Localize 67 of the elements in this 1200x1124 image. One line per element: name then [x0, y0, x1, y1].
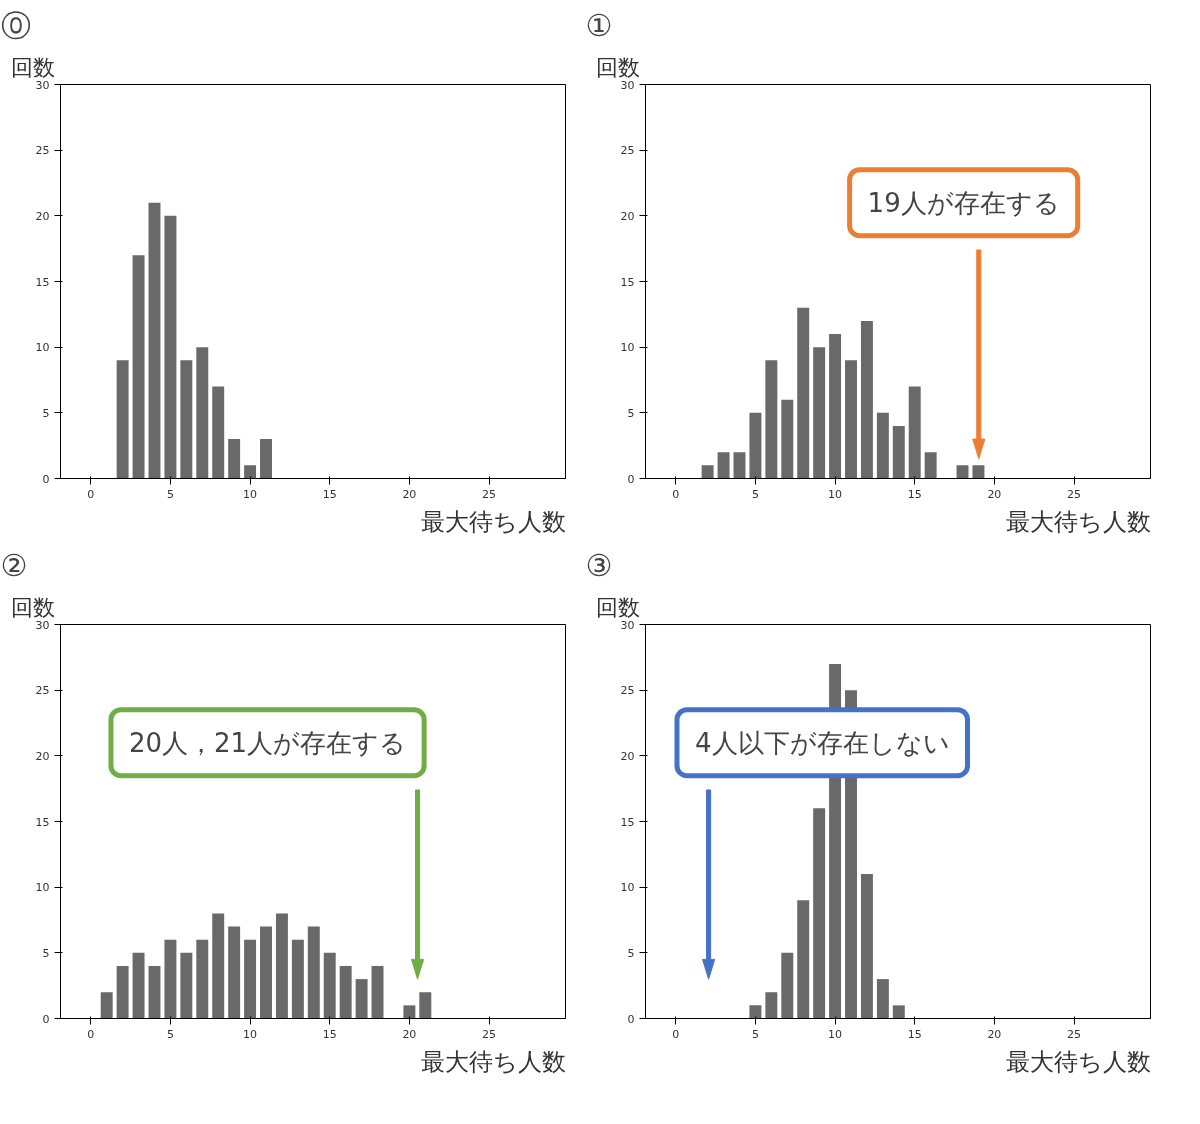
annotation: 19人が存在する	[867, 187, 1060, 218]
y-tick-label: 30	[35, 78, 50, 92]
y-axis-title: 回数	[10, 594, 55, 620]
y-tick-label: 0	[42, 1012, 50, 1026]
y-tick-label: 10	[35, 341, 50, 355]
y-axis-title: 回数	[595, 54, 640, 80]
chart-title: ①	[585, 7, 613, 43]
x-tick-label: 0	[87, 1027, 95, 1041]
x-tick-label: 25	[482, 1027, 497, 1041]
x-axis-title: 最大待ち人数	[1005, 1047, 1151, 1076]
y-tick-label: 5	[42, 406, 50, 420]
y-tick-label: 30	[620, 78, 635, 92]
x-axis-title: 最大待ち人数	[1005, 507, 1151, 536]
y-tick-label: 15	[620, 815, 635, 829]
y-tick-label: 0	[627, 472, 635, 486]
y-tick-label: 30	[35, 618, 50, 632]
x-tick-label: 10	[243, 1027, 258, 1041]
y-tick-label: 20	[620, 209, 635, 223]
x-tick-label: 15	[907, 1027, 922, 1041]
x-tick-label: 15	[322, 487, 337, 501]
x-tick-label: 25	[1067, 487, 1082, 501]
y-tick-label: 25	[35, 684, 50, 698]
y-axis-title: 回数	[10, 54, 55, 80]
chart-title: ②	[0, 547, 28, 583]
y-tick-label: 20	[620, 749, 635, 763]
x-tick-label: 0	[672, 1027, 680, 1041]
y-tick-label: 0	[627, 1012, 635, 1026]
x-tick-label: 20	[987, 487, 1002, 501]
y-tick-label: 10	[620, 341, 635, 355]
y-tick-label: 5	[42, 946, 50, 960]
x-tick-label: 0	[672, 487, 680, 501]
x-tick-label: 10	[828, 487, 843, 501]
x-tick-label: 5	[166, 1027, 174, 1041]
y-axis-title: 回数	[595, 594, 640, 620]
y-tick-label: 15	[620, 275, 635, 289]
x-axis-title: 最大待ち人数	[420, 1047, 566, 1076]
x-tick-label: 5	[751, 1027, 759, 1041]
y-tick-label: 25	[35, 144, 50, 158]
y-tick-label: 20	[35, 749, 50, 763]
x-tick-label: 15	[322, 1027, 337, 1041]
y-tick-label: 20	[35, 209, 50, 223]
y-tick-label: 0	[42, 472, 50, 486]
x-tick-label: 25	[482, 487, 497, 501]
x-tick-label: 15	[907, 487, 922, 501]
y-tick-label: 10	[620, 881, 635, 895]
annotation: 20人，21人が存在する	[128, 727, 407, 758]
y-tick-label: 15	[35, 275, 50, 289]
x-tick-label: 25	[1067, 1027, 1082, 1041]
x-tick-label: 20	[402, 487, 417, 501]
y-tick-label: 25	[620, 144, 635, 158]
annotation: 4人以下が存在しない	[694, 727, 950, 758]
y-tick-label: 15	[35, 815, 50, 829]
y-tick-label: 25	[620, 684, 635, 698]
y-tick-label: 5	[627, 946, 635, 960]
x-tick-label: 10	[243, 487, 258, 501]
chart-title: ⓪	[0, 7, 31, 43]
x-tick-label: 10	[828, 1027, 843, 1041]
x-axis-title: 最大待ち人数	[420, 507, 566, 536]
y-tick-label: 10	[35, 881, 50, 895]
x-tick-label: 5	[751, 487, 759, 501]
chart-title: ③	[585, 547, 613, 583]
x-tick-label: 5	[166, 487, 174, 501]
y-tick-label: 30	[620, 618, 635, 632]
x-tick-label: 20	[987, 1027, 1002, 1041]
x-tick-label: 0	[87, 487, 95, 501]
y-tick-label: 5	[627, 406, 635, 420]
x-tick-label: 20	[402, 1027, 417, 1041]
